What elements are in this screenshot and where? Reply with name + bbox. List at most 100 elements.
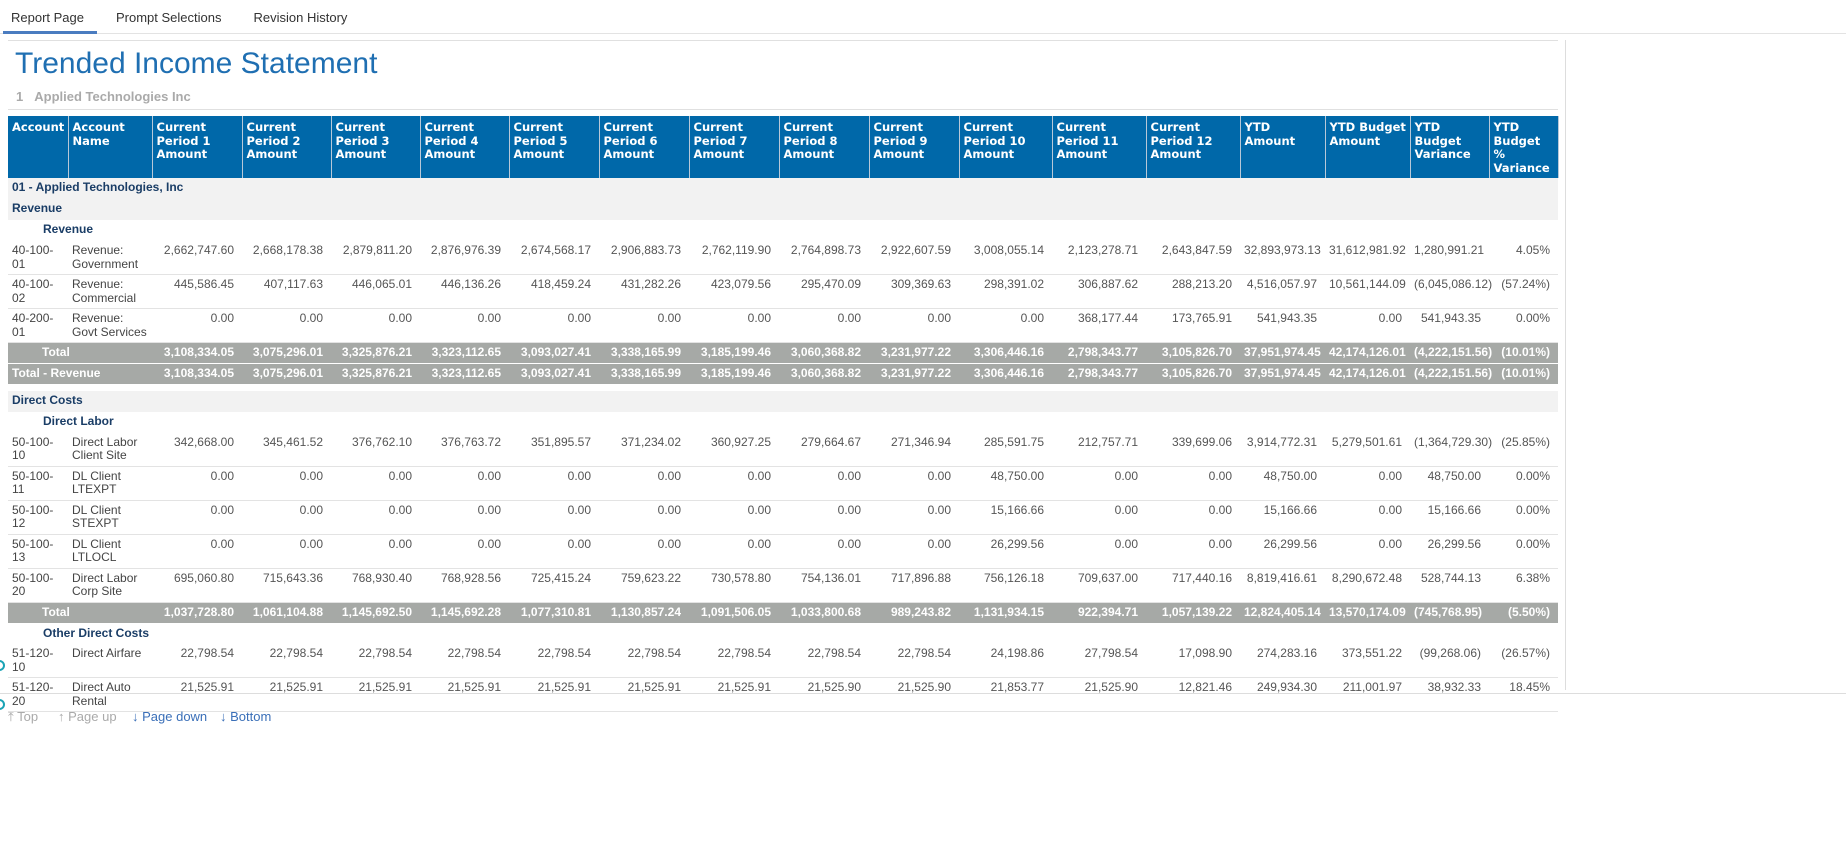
total-amount-cell: 3,325,876.21 bbox=[331, 342, 420, 364]
amount-cell: 24,198.86 bbox=[959, 644, 1052, 678]
table-row: 40-200-01 Revenue: Govt Services 0.00 0.00 0… bbox=[8, 308, 1558, 343]
amount-cell: (25.85%) bbox=[1489, 432, 1558, 467]
column-header[interactable]: Current Period 7 Amount bbox=[689, 116, 780, 178]
column-header[interactable]: Current Period 5 Amount bbox=[509, 116, 600, 178]
column-header[interactable]: Current Period 3 Amount bbox=[331, 116, 421, 178]
amount-cell: 0.00 bbox=[331, 308, 420, 343]
total-amount-cell: 3,325,876.21 bbox=[331, 363, 420, 385]
section-header-row: Direct Labor bbox=[8, 411, 1558, 433]
amount-cell: 48,750.00 bbox=[1240, 466, 1325, 501]
amount-cell: 27,798.54 bbox=[1052, 644, 1146, 678]
amount-cell: 2,668,178.38 bbox=[242, 241, 331, 275]
total-amount-cell: 3,231,977.22 bbox=[869, 363, 959, 385]
page-down-link[interactable]: ↓ Page down bbox=[132, 709, 208, 724]
column-header[interactable]: YTD Budget % Variance bbox=[1489, 116, 1559, 178]
total-amount-cell: 12,824,405.14 bbox=[1240, 602, 1325, 624]
column-header[interactable]: Current Period 9 Amount bbox=[869, 116, 960, 178]
column-header[interactable]: Current Period 6 Amount bbox=[599, 116, 690, 178]
amount-cell: 0.00 bbox=[152, 308, 242, 343]
amount-cell: 0.00 bbox=[509, 308, 599, 343]
page-up-link[interactable]: ↑ Page up bbox=[58, 709, 117, 724]
table-row: 50-100-11 DL Client LTEXPT 0.00 0.00 0.00 0.0… bbox=[8, 466, 1558, 501]
amount-cell: 26,299.56 bbox=[1240, 534, 1325, 569]
amount-cell: 21,525.90 bbox=[779, 677, 869, 712]
column-header[interactable]: Current Period 11 Amount bbox=[1052, 116, 1147, 178]
amount-cell: 2,879,811.20 bbox=[331, 241, 420, 275]
table-row: 50-100-12 DL Client STEXPT 0.00 0.00 0.00 0.0… bbox=[8, 500, 1558, 535]
column-header[interactable]: Account bbox=[8, 116, 69, 178]
bottom-link[interactable]: ↓ Bottom bbox=[220, 709, 272, 724]
amount-cell: 725,415.24 bbox=[509, 568, 599, 603]
amount-cell: 0.00 bbox=[869, 466, 959, 501]
total-amount-cell: 1,145,692.28 bbox=[420, 602, 509, 624]
amount-cell: 371,234.02 bbox=[599, 432, 689, 467]
tab-report-page[interactable]: Report Page bbox=[3, 10, 97, 34]
total-amount-cell: 1,131,934.15 bbox=[959, 602, 1052, 624]
column-header[interactable]: YTD Amount bbox=[1240, 116, 1326, 178]
total-label: Total bbox=[8, 342, 152, 364]
tab-revision-history[interactable]: Revision History bbox=[253, 10, 348, 25]
top-link[interactable]: ⤒ Top bbox=[8, 709, 39, 724]
amount-cell: 10,561,144.09 bbox=[1325, 274, 1410, 309]
section-label: Revenue bbox=[8, 220, 1558, 241]
amount-cell: 4.05% bbox=[1489, 241, 1558, 275]
column-header[interactable]: Current Period 10 Amount bbox=[959, 116, 1053, 178]
amount-cell: 368,177.44 bbox=[1052, 308, 1146, 343]
account-name-cell: Revenue: Govt Services bbox=[68, 308, 152, 343]
amount-cell: 418,459.24 bbox=[509, 274, 599, 309]
section-label: 01 - Applied Technologies, Inc bbox=[8, 178, 1558, 199]
amount-cell: 6.38% bbox=[1489, 568, 1558, 603]
amount-cell: 0.00 bbox=[1325, 308, 1410, 343]
section-label: Revenue bbox=[8, 199, 1558, 220]
column-header[interactable]: Current Period 12 Amount bbox=[1146, 116, 1241, 178]
amount-cell: 0.00 bbox=[242, 500, 331, 535]
amount-cell: 211,001.97 bbox=[1325, 677, 1410, 712]
total-amount-cell: 3,105,826.70 bbox=[1146, 363, 1240, 385]
column-header[interactable]: Current Period 8 Amount bbox=[779, 116, 870, 178]
amount-cell: 0.00 bbox=[599, 534, 689, 569]
amount-cell: 423,079.56 bbox=[689, 274, 779, 309]
amount-cell: 21,853.77 bbox=[959, 677, 1052, 712]
tab-prompt-selections[interactable]: Prompt Selections bbox=[116, 10, 222, 25]
account-cell: 40-100-02 bbox=[8, 274, 68, 309]
section-label: Direct Costs bbox=[8, 390, 1558, 412]
scrollbar[interactable] bbox=[1565, 40, 1566, 690]
amount-cell: 0.00 bbox=[420, 308, 509, 343]
column-header[interactable]: YTD Budget Variance bbox=[1410, 116, 1490, 178]
section-header-row: Direct Costs bbox=[8, 390, 1558, 412]
amount-cell: 21,525.91 bbox=[599, 677, 689, 712]
total-amount-cell: 37,951,974.45 bbox=[1240, 363, 1325, 385]
account-name-cell: Revenue: Government bbox=[68, 241, 152, 275]
total-amount-cell: 922,394.71 bbox=[1052, 602, 1146, 624]
amount-cell: 48,750.00 bbox=[1410, 466, 1489, 501]
amount-cell: 22,798.54 bbox=[331, 644, 420, 678]
amount-cell: 3,008,055.14 bbox=[959, 241, 1052, 275]
amount-cell: 21,525.91 bbox=[242, 677, 331, 712]
amount-cell: 730,578.80 bbox=[689, 568, 779, 603]
amount-cell: (57.24%) bbox=[1489, 274, 1558, 309]
amount-cell: 212,757.71 bbox=[1052, 432, 1146, 467]
account-name-cell: DL Client STEXPT bbox=[68, 500, 152, 535]
column-header[interactable]: YTD Budget Amount bbox=[1325, 116, 1411, 178]
amount-cell: 0.00 bbox=[331, 534, 420, 569]
amount-cell: 279,664.67 bbox=[779, 432, 869, 467]
amount-cell: 0.00 bbox=[331, 466, 420, 501]
total-amount-cell: 3,060,368.82 bbox=[779, 342, 869, 364]
amount-cell: 0.00 bbox=[689, 500, 779, 535]
column-header[interactable]: Current Period 1 Amount bbox=[152, 116, 243, 178]
amount-cell: 0.00 bbox=[1325, 466, 1410, 501]
amount-cell: 541,943.35 bbox=[1240, 308, 1325, 343]
amount-cell: 22,798.54 bbox=[509, 644, 599, 678]
table-row: 40-100-02 Revenue: Commercial 445,586.45 40… bbox=[8, 274, 1558, 309]
total-amount-cell: 3,338,165.99 bbox=[599, 363, 689, 385]
column-header[interactable]: Current Period 2 Amount bbox=[242, 116, 332, 178]
section-header-row: 01 - Applied Technologies, Inc bbox=[8, 178, 1558, 199]
column-header[interactable]: Current Period 4 Amount bbox=[420, 116, 510, 178]
column-header[interactable]: Account Name bbox=[68, 116, 153, 178]
total-amount-cell: 1,091,506.05 bbox=[689, 602, 779, 624]
amount-cell: (1,364,729.30) bbox=[1410, 432, 1492, 467]
amount-cell: 0.00 bbox=[152, 466, 242, 501]
total-amount-cell: 3,323,112.65 bbox=[420, 342, 509, 364]
amount-cell: 717,440.16 bbox=[1146, 568, 1240, 603]
report-title: Trended Income Statement bbox=[15, 47, 378, 80]
